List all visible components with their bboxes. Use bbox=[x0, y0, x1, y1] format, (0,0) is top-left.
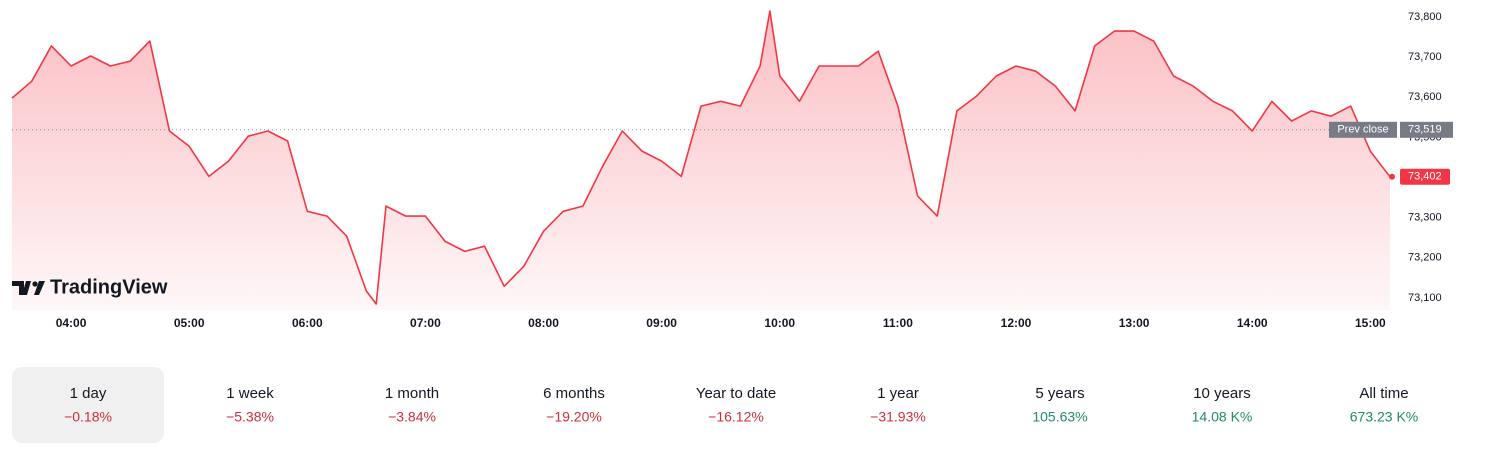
last-value: 73,402 bbox=[1408, 171, 1442, 183]
x-tick-label: 13:00 bbox=[1119, 316, 1150, 330]
period-label: All time bbox=[1359, 385, 1408, 402]
x-tick-label: 05:00 bbox=[174, 316, 205, 330]
period-label: 1 week bbox=[226, 385, 274, 402]
prev-close-label-box bbox=[1329, 121, 1397, 138]
x-tick-label: 07:00 bbox=[410, 316, 441, 330]
x-tick-label: 04:00 bbox=[56, 316, 87, 330]
logo[interactable]: TradingView bbox=[12, 276, 168, 298]
x-tick-label: 15:00 bbox=[1355, 316, 1386, 330]
prev-close-label: Prev close bbox=[1337, 124, 1388, 136]
period-change: 673.23 K% bbox=[1350, 409, 1419, 425]
period-tabs: 1 day −0.18% 1 week −5.38% 1 month −3.84% 6 mo… bbox=[12, 367, 1418, 443]
period-tab[interactable]: All time 673.23 K% bbox=[1350, 385, 1419, 425]
period-tab[interactable]: 1 day −0.18% bbox=[12, 367, 164, 443]
prev-close-value: 73,519 bbox=[1408, 124, 1442, 136]
period-tab[interactable]: 5 years 105.63% bbox=[1032, 385, 1087, 425]
period-change: −19.20% bbox=[546, 409, 602, 425]
period-tab[interactable]: 6 months −19.20% bbox=[543, 385, 605, 425]
chart: 73,10073,20073,30073,40073,50073,60073,7… bbox=[11, 10, 1453, 330]
y-tick-label: 73,100 bbox=[1408, 292, 1442, 304]
period-tab[interactable]: Year to date −16.12% bbox=[696, 385, 776, 425]
period-change: −5.38% bbox=[226, 409, 274, 425]
logo-icon-part bbox=[34, 281, 45, 295]
x-tick-label: 14:00 bbox=[1237, 316, 1268, 330]
y-tick-label: 73,300 bbox=[1408, 212, 1442, 224]
period-change: −16.12% bbox=[708, 409, 764, 425]
period-label: 6 months bbox=[543, 385, 605, 402]
logo-text: TradingView bbox=[50, 276, 168, 298]
period-label: 10 years bbox=[1193, 385, 1251, 402]
y-tick-label: 73,600 bbox=[1408, 91, 1442, 103]
last-dot bbox=[1389, 173, 1395, 180]
x-tick-label: 11:00 bbox=[883, 316, 913, 330]
x-tick-label: 06:00 bbox=[292, 316, 323, 330]
price-line bbox=[11, 10, 1391, 305]
period-change: −0.18% bbox=[64, 409, 112, 425]
period-tab[interactable]: 1 year −31.93% bbox=[870, 385, 926, 425]
period-label: 1 year bbox=[877, 385, 919, 402]
logo-dot bbox=[32, 281, 38, 287]
y-tick-label: 73,800 bbox=[1408, 11, 1442, 23]
x-tick-label: 10:00 bbox=[764, 316, 795, 330]
prev-close-value-box bbox=[1400, 121, 1453, 138]
y-tick-label: 73,200 bbox=[1408, 252, 1442, 264]
area-fill bbox=[12, 11, 1391, 310]
period-label: Year to date bbox=[696, 385, 776, 402]
period-label: 1 month bbox=[385, 385, 439, 402]
period-change: 14.08 K% bbox=[1192, 409, 1253, 425]
selected-tab-bg bbox=[12, 367, 164, 443]
period-tab[interactable]: 1 month −3.84% bbox=[385, 385, 439, 425]
y-tick-label: 73,700 bbox=[1408, 51, 1442, 63]
x-tick-label: 08:00 bbox=[528, 316, 559, 330]
period-label: 5 years bbox=[1035, 385, 1084, 402]
last-value-box bbox=[1400, 168, 1450, 185]
period-change: −3.84% bbox=[388, 409, 436, 425]
x-tick-label: 12:00 bbox=[1001, 316, 1032, 330]
x-tick-label: 09:00 bbox=[646, 316, 677, 330]
period-change: −31.93% bbox=[870, 409, 926, 425]
period-label: 1 day bbox=[70, 385, 107, 402]
period-tab[interactable]: 10 years 14.08 K% bbox=[1192, 385, 1253, 425]
period-change: 105.63% bbox=[1032, 409, 1087, 425]
period-tab[interactable]: 1 week −5.38% bbox=[226, 385, 274, 425]
logo-icon bbox=[12, 281, 31, 295]
